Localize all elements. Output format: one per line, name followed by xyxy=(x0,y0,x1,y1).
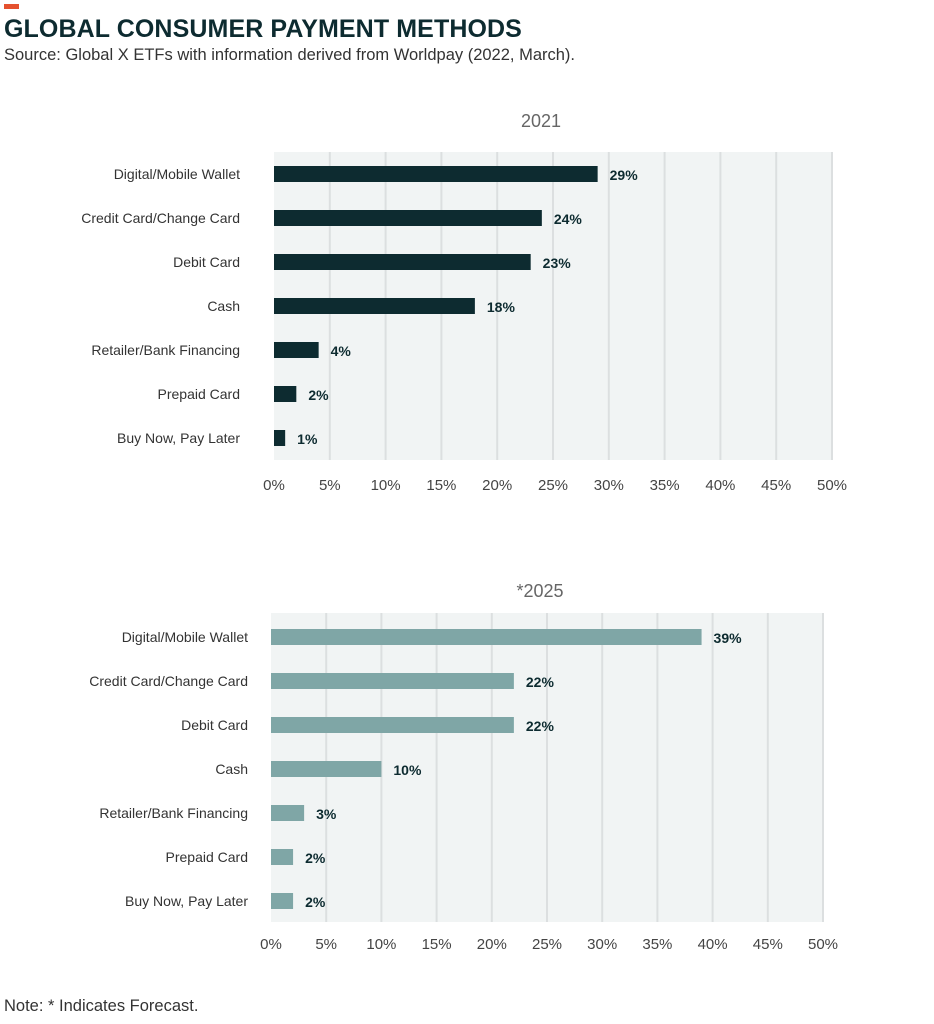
chart-2021-category-label-0: Digital/Mobile Wallet xyxy=(114,166,240,182)
chart-2021: 2021 0% 5% 10% 15% 20% 25% 30% 35% 40% 45% 50% Digit… xyxy=(0,100,934,510)
chart-2021-tick-label-7: 35% xyxy=(650,477,680,494)
chart-2025-tick-label-9: 45% xyxy=(753,936,783,953)
chart-2021-tick-label-6: 30% xyxy=(594,477,624,494)
chart-2025-tick-label-4: 20% xyxy=(477,936,507,953)
chart-2025-bar-3 xyxy=(271,761,382,777)
chart-2021-category-label-3: Cash xyxy=(207,298,240,314)
chart-2021-category-label-6: Buy Now, Pay Later xyxy=(117,430,240,446)
chart-2025-data-label-0: 39% xyxy=(714,630,743,646)
chart-2021-bar-1 xyxy=(274,210,542,226)
chart-2021-bar-5 xyxy=(274,386,297,402)
chart-2021-category-label-4: Retailer/Bank Financing xyxy=(91,342,240,358)
chart-2025-data-label-3: 10% xyxy=(393,762,422,778)
chart-2025-bar-0 xyxy=(271,629,702,645)
chart-2025-category-label-1: Credit Card/Change Card xyxy=(89,673,248,689)
chart-2025-title: *2025 xyxy=(516,581,563,601)
chart-2025-data-label-4: 3% xyxy=(316,806,337,822)
chart-2025-tick-label-5: 25% xyxy=(532,936,562,953)
chart-2025-category-label-3: Cash xyxy=(215,761,248,777)
chart-2025-tick-label-0: 0% xyxy=(260,936,282,953)
chart-2025-data-label-6: 2% xyxy=(305,894,326,910)
accent-bar xyxy=(4,4,19,9)
chart-2025-data-label-5: 2% xyxy=(305,850,326,866)
chart-2025-category-label-4: Retailer/Bank Financing xyxy=(99,805,248,821)
chart-2021-data-label-6: 1% xyxy=(297,431,318,447)
chart-2021-data-label-5: 2% xyxy=(308,387,329,403)
chart-2021-category-label-1: Credit Card/Change Card xyxy=(81,210,240,226)
chart-2025-tick-label-6: 30% xyxy=(587,936,617,953)
chart-2025-category-label-5: Prepaid Card xyxy=(166,849,249,865)
chart-2021-tick-label-8: 40% xyxy=(705,477,735,494)
chart-2025-tick-label-3: 15% xyxy=(422,936,452,953)
chart-2025-category-label-0: Digital/Mobile Wallet xyxy=(122,629,248,645)
page-title: GLOBAL CONSUMER PAYMENT METHODS xyxy=(4,15,522,43)
chart-2021-bar-4 xyxy=(274,342,319,358)
chart-2025-bar-2 xyxy=(271,717,514,733)
chart-2025-data-label-1: 22% xyxy=(526,674,555,690)
chart-2021-bar-0 xyxy=(274,166,598,182)
chart-2025-tick-label-10: 50% xyxy=(808,936,838,953)
chart-2025-tick-label-1: 5% xyxy=(315,936,337,953)
chart-2025-category-label-2: Debit Card xyxy=(181,717,248,733)
chart-2021-tick-label-1: 5% xyxy=(319,477,341,494)
chart-2021-svg: 2021 0% 5% 10% 15% 20% 25% 30% 35% 40% 45% 50% Digit… xyxy=(81,111,847,494)
chart-2021-bar-6 xyxy=(274,430,286,446)
chart-2021-category-label-5: Prepaid Card xyxy=(158,386,241,402)
chart-2025-svg: *2025 0% 5% 10% 15% 20% 25% 30% 35% 40% 45% 50% Digi… xyxy=(89,581,838,953)
chart-2021-category-label-2: Debit Card xyxy=(173,254,240,270)
chart-2021-data-label-0: 29% xyxy=(610,167,639,183)
chart-2025-tick-label-2: 10% xyxy=(366,936,396,953)
chart-2025-tick-label-7: 35% xyxy=(642,936,672,953)
chart-2025-data-label-2: 22% xyxy=(526,718,555,734)
chart-2025: *2025 0% 5% 10% 15% 20% 25% 30% 35% 40% 45% 50% Digi… xyxy=(0,568,934,968)
chart-2025-bar-6 xyxy=(271,893,294,909)
chart-2021-tick-label-3: 15% xyxy=(426,477,456,494)
chart-2021-tick-label-4: 20% xyxy=(482,477,512,494)
chart-2021-data-label-4: 4% xyxy=(331,343,352,359)
chart-2021-data-label-2: 23% xyxy=(543,255,572,271)
chart-2025-tick-label-8: 40% xyxy=(698,936,728,953)
chart-2021-tick-label-10: 50% xyxy=(817,477,847,494)
chart-2025-bar-5 xyxy=(271,849,294,865)
forecast-note: Note: * Indicates Forecast. xyxy=(4,997,199,1015)
chart-2021-tick-label-2: 10% xyxy=(371,477,401,494)
chart-2021-title: 2021 xyxy=(521,111,561,131)
chart-2021-bar-3 xyxy=(274,298,475,314)
chart-2021-data-label-1: 24% xyxy=(554,211,583,227)
source-note: Source: Global X ETFs with information d… xyxy=(4,46,575,64)
chart-2021-bar-2 xyxy=(274,254,531,270)
chart-2021-tick-label-9: 45% xyxy=(761,477,791,494)
chart-2025-category-label-6: Buy Now, Pay Later xyxy=(125,893,248,909)
chart-2025-bar-1 xyxy=(271,673,514,689)
chart-2021-data-label-3: 18% xyxy=(487,299,516,315)
chart-2021-tick-label-0: 0% xyxy=(263,477,285,494)
chart-2025-bar-4 xyxy=(271,805,305,821)
chart-2021-tick-label-5: 25% xyxy=(538,477,568,494)
